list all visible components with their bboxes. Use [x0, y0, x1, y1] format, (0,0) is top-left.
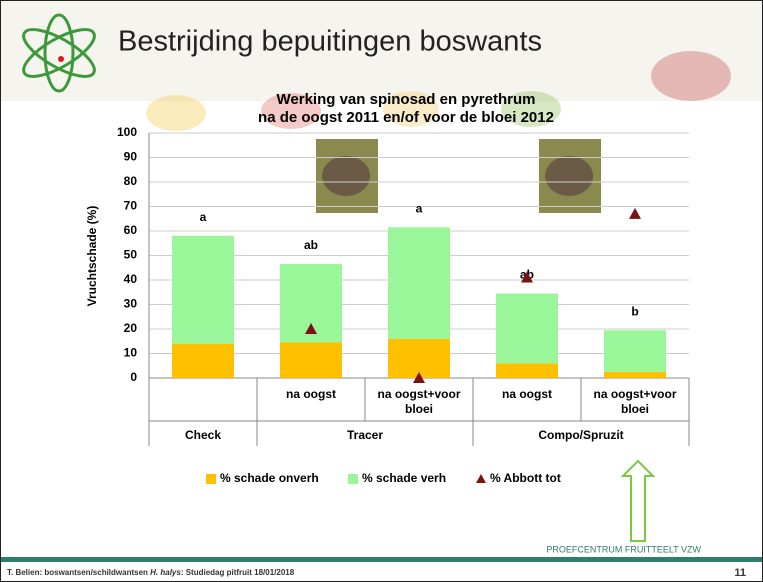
- y-tick-label: 20: [124, 321, 138, 335]
- y-tick-label: 70: [124, 199, 138, 213]
- data-label: a: [200, 210, 207, 224]
- legend-label: % schade onverh: [220, 471, 319, 485]
- bug-photo: [322, 156, 370, 196]
- y-tick-label: 10: [124, 346, 138, 360]
- y-tick-label: 0: [130, 370, 137, 384]
- legend-label: % Abbott tot: [490, 471, 561, 485]
- x-tick-label: na oogst: [261, 387, 361, 402]
- bar-segment: [496, 363, 558, 378]
- footer-bar: [1, 557, 762, 562]
- data-label: ab: [304, 238, 318, 252]
- y-tick-label: 50: [124, 248, 138, 262]
- x-tick-label: na oogst+voor bloei: [585, 387, 685, 417]
- legend-swatch: [206, 474, 216, 484]
- group-label: Check: [153, 428, 253, 443]
- bug-photo: [545, 156, 593, 196]
- y-tick-label: 40: [124, 272, 138, 286]
- fruit-decor: [146, 95, 206, 131]
- chart-subtitle: na de oogst 2011 en/of voor de bloei 201…: [258, 109, 554, 126]
- organization: PROEFCENTRUM FRUITTEELT VZW: [546, 544, 701, 554]
- chart: Bestrijding bepuitingen boswants Werking…: [1, 1, 762, 581]
- bar-segment: [388, 227, 450, 338]
- arrow: [623, 461, 653, 541]
- footer-part: T. Belien: boswantsen/schildwantsen: [7, 568, 150, 577]
- bar-segment: [280, 342, 342, 378]
- chart-title: Werking van spinosad en pyrethrum: [277, 91, 536, 108]
- marker: [629, 208, 641, 219]
- y-tick-label: 30: [124, 297, 138, 311]
- data-label: b: [631, 304, 638, 318]
- y-tick-label: 90: [124, 150, 138, 164]
- legend-swatch: [348, 474, 358, 484]
- group-label: Tracer: [315, 428, 415, 443]
- y-axis-label: Vruchtschade (%): [85, 206, 99, 307]
- fruit-decor: [651, 51, 731, 101]
- footer-italic: H. halys: [150, 568, 181, 577]
- bar-segment: [604, 372, 666, 378]
- legend-label: % schade verh: [362, 471, 446, 485]
- data-label: a: [416, 201, 423, 215]
- page-number: 11: [734, 567, 746, 579]
- group-label: Compo/Spruzit: [531, 428, 631, 443]
- x-tick-label: na oogst+voor bloei: [369, 387, 469, 417]
- y-tick-label: 80: [124, 174, 138, 188]
- bar-segment: [172, 236, 234, 344]
- bar-segment: [172, 344, 234, 378]
- footer-text: T. Belien: boswantsen/schildwantsen H. h…: [7, 568, 294, 577]
- slide-title: Bestrijding bepuitingen boswants: [118, 26, 542, 58]
- bar-segment: [496, 293, 558, 363]
- bar-segment: [604, 330, 666, 372]
- footer-part: : Studiedag pitfruit 18/01/2018: [181, 568, 294, 577]
- y-tick-label: 60: [124, 223, 138, 237]
- legend-marker: [476, 474, 486, 483]
- slide: Bestrijding bepuitingen boswants Werking…: [0, 0, 763, 582]
- y-tick-label: 100: [117, 125, 137, 139]
- x-tick-label: na oogst: [477, 387, 577, 402]
